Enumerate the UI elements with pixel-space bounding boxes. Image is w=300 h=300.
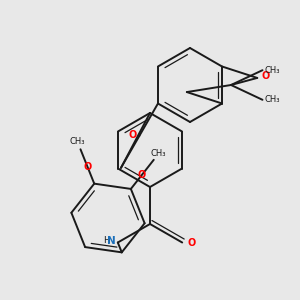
Text: O: O xyxy=(83,162,92,172)
Text: CH₃: CH₃ xyxy=(70,137,85,146)
Text: CH₃: CH₃ xyxy=(265,95,280,104)
Text: O: O xyxy=(138,170,146,180)
Text: H: H xyxy=(103,236,110,245)
Text: N: N xyxy=(107,236,116,245)
Text: CH₃: CH₃ xyxy=(151,149,167,158)
Text: O: O xyxy=(261,71,269,81)
Text: O: O xyxy=(187,238,195,248)
Text: O: O xyxy=(128,130,136,140)
Text: CH₃: CH₃ xyxy=(265,66,280,75)
